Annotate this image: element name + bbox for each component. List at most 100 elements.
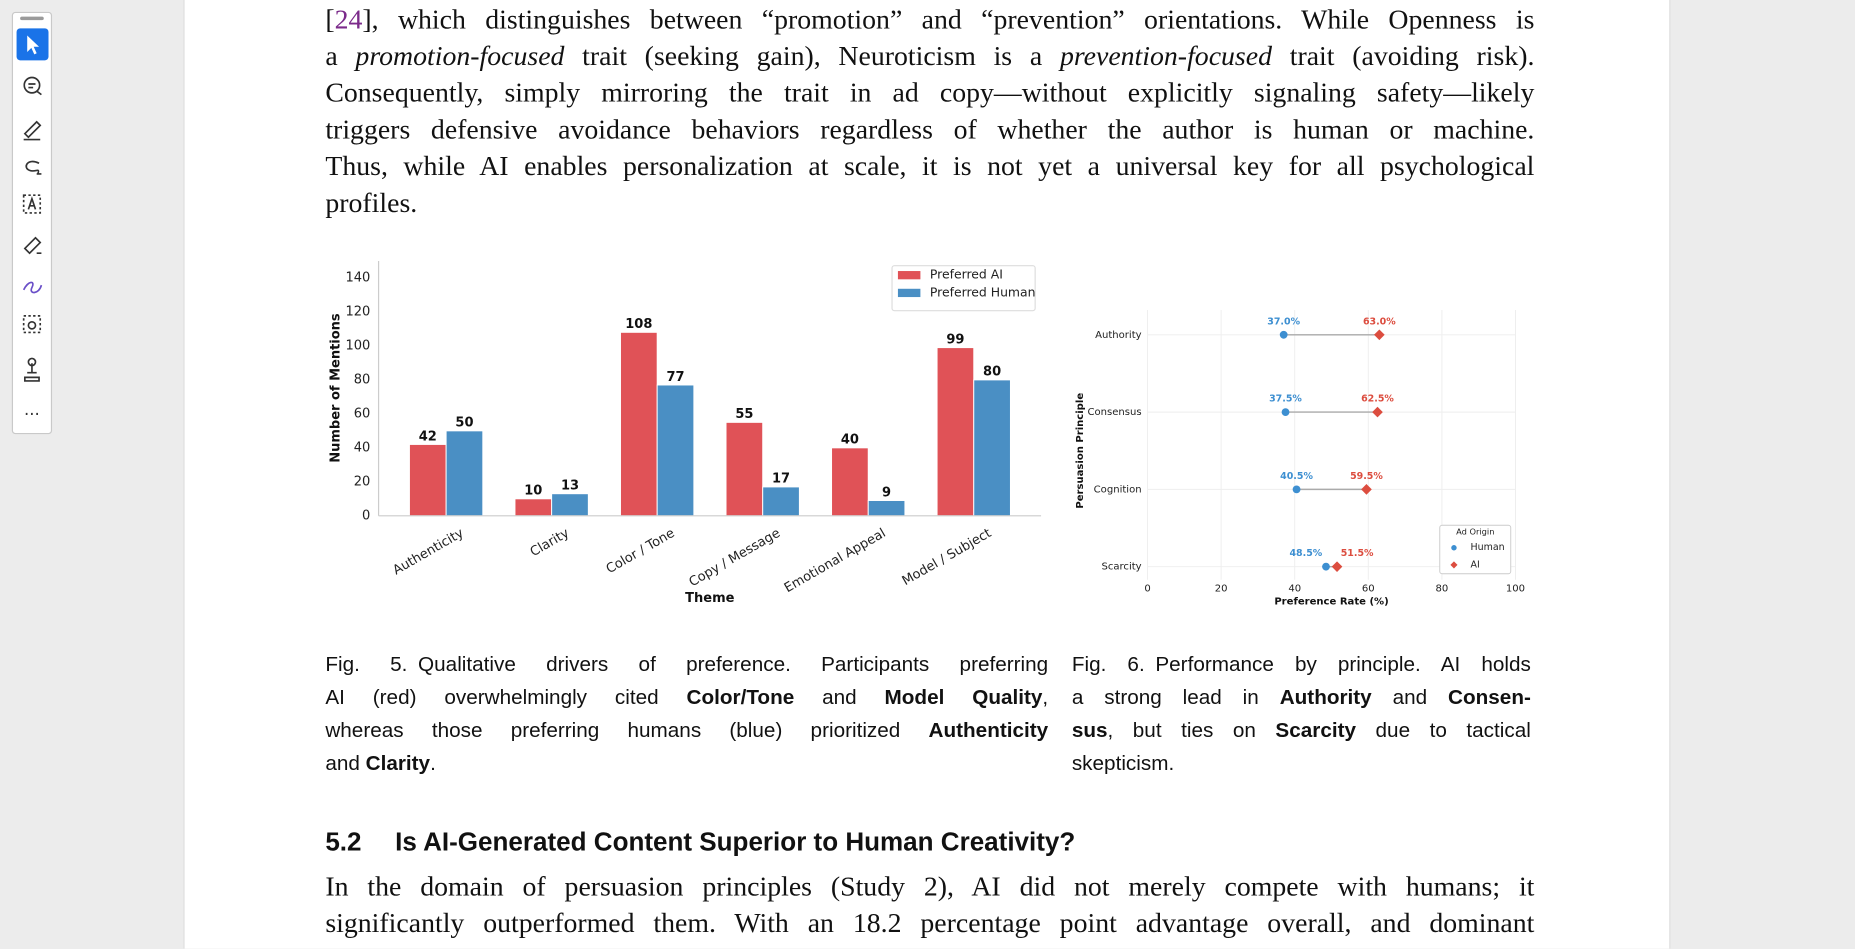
legend-label: Preferred Human bbox=[930, 284, 1036, 299]
emphasis: prevention-focused bbox=[1059, 40, 1272, 72]
value-label: 37.0% bbox=[1267, 316, 1300, 327]
point bbox=[1292, 485, 1301, 494]
toolbar: ··· bbox=[11, 11, 53, 435]
text-line: sus, but ties on Scarcity due to tactica… bbox=[1072, 713, 1531, 746]
paragraph: [24], which distinguishes between “promo… bbox=[325, 2, 1534, 222]
value-label: 50 bbox=[455, 416, 473, 431]
point bbox=[1279, 330, 1288, 339]
text-line: skepticism. bbox=[1072, 746, 1531, 779]
text-run: Fig. 5. bbox=[325, 651, 408, 676]
x-axis-label: Preference Rate (%) bbox=[1274, 597, 1388, 608]
value-label: 42 bbox=[419, 429, 437, 444]
x-tick-label: Clarity bbox=[528, 526, 572, 560]
bold-text: Authority bbox=[1279, 684, 1372, 709]
value-label: 99 bbox=[946, 332, 964, 347]
bar bbox=[973, 379, 1011, 517]
tool-icons[interactable] bbox=[22, 76, 43, 382]
text-run: a bbox=[325, 40, 356, 72]
text-run bbox=[22, 194, 42, 214]
text-run: Consequently, simply mirroring the trait… bbox=[325, 77, 1535, 109]
bar bbox=[867, 500, 906, 517]
y-tick-label: 20 bbox=[354, 474, 371, 489]
text-line: AI (red) overwhelmingly cited Color/Tone… bbox=[325, 680, 1048, 713]
x-tick-label: Authenticity bbox=[391, 526, 467, 579]
text-line: Fig. 5. Qualitative drivers of preference… bbox=[325, 647, 1048, 680]
x-tick-label: 100 bbox=[1506, 584, 1525, 595]
text-run bbox=[27, 320, 37, 330]
text-run: trait (seeking gain), Neuroticism is a bbox=[564, 40, 1060, 72]
value-label: 40 bbox=[841, 433, 859, 448]
more-button[interactable]: ··· bbox=[24, 405, 40, 425]
point bbox=[1374, 329, 1385, 341]
value-label: 108 bbox=[625, 317, 652, 332]
text-run: . bbox=[430, 751, 436, 775]
value-label: 40.5% bbox=[1280, 471, 1313, 482]
bar-chart: 0 20 40 60 80 100 120 140 42 50 Authenticity 10 13 Cl… bbox=[328, 260, 1042, 606]
text-run: and bbox=[325, 751, 366, 775]
section-title: Is AI-Generated Content Superior to Huma… bbox=[395, 826, 1076, 857]
text-run: [ bbox=[325, 4, 335, 35]
text-run: profiles. bbox=[325, 187, 418, 219]
bar bbox=[656, 384, 695, 517]
y-tick-label: Consensus bbox=[1087, 407, 1141, 418]
paragraph: In the domain of persuasion principles (… bbox=[325, 869, 1534, 942]
x-tick-label: Emotional Appeal bbox=[782, 526, 889, 596]
x-tick-label: Color / Tone bbox=[604, 526, 678, 577]
bar bbox=[514, 498, 553, 517]
bar bbox=[551, 493, 589, 517]
text-run: whereas those preferring humans (blue) p… bbox=[325, 718, 929, 742]
x-tick-label: 40 bbox=[1288, 584, 1301, 595]
bar bbox=[936, 347, 975, 517]
text-line: Fig. 6. Performance by principle. AI hold… bbox=[1072, 647, 1531, 680]
y-tick-label: 0 bbox=[362, 508, 370, 523]
value-label: 59.5% bbox=[1350, 471, 1383, 482]
bold-text: Color/Tone bbox=[686, 684, 795, 709]
point bbox=[1331, 561, 1343, 572]
text-run bbox=[22, 281, 43, 294]
value-label: 55 bbox=[735, 407, 753, 422]
text-run: and bbox=[1371, 684, 1449, 709]
text-line: In the domain of persuasion principles (… bbox=[325, 871, 1535, 903]
bold-text: Clarity bbox=[365, 751, 431, 775]
text-run: Thus, while AI enables personalization a… bbox=[325, 150, 1535, 182]
legend-label: AI bbox=[1471, 559, 1480, 570]
text-run: triggers defensive avoidance behaviors r… bbox=[325, 114, 1535, 145]
text-run bbox=[27, 357, 37, 367]
text-run: trait (avoiding risk). bbox=[1271, 40, 1535, 72]
section-heading: 5.2 Is AI-Generated Content Superior to H… bbox=[325, 825, 1075, 860]
point bbox=[1322, 562, 1330, 571]
y-tick-label: Cognition bbox=[1094, 484, 1142, 495]
y-tick-label: Authority bbox=[1095, 330, 1142, 341]
y-tick-label: 120 bbox=[345, 304, 370, 319]
value-label: 37.5% bbox=[1269, 394, 1302, 405]
text-run bbox=[23, 76, 41, 94]
text-run bbox=[25, 160, 42, 175]
y-axis-label: Number of Mentions bbox=[328, 313, 343, 463]
text-run: skepticism. bbox=[1071, 751, 1175, 775]
text-line: profiles. bbox=[325, 185, 1534, 222]
legend-box bbox=[891, 265, 1036, 312]
cursor-icon bbox=[27, 35, 40, 55]
section-number: 5.2 bbox=[325, 826, 362, 857]
legend-box bbox=[1439, 524, 1512, 575]
value-label: 13 bbox=[561, 479, 579, 494]
value-label: 10 bbox=[524, 484, 542, 499]
legend-marker bbox=[1451, 545, 1457, 551]
x-tick-label: 20 bbox=[1215, 584, 1228, 595]
value-label: 17 bbox=[772, 472, 790, 487]
value-label: 63.0% bbox=[1363, 316, 1396, 327]
citation-link[interactable]: 24 bbox=[334, 4, 363, 35]
drag-handle[interactable] bbox=[20, 16, 44, 21]
legend-title: Ad Origin bbox=[1456, 526, 1494, 536]
text-run bbox=[28, 83, 42, 96]
text-run: Performance by principle. AI holds bbox=[1155, 651, 1531, 676]
y-tick-label: 100 bbox=[345, 338, 370, 353]
text-line: significantly outperformed them. With an… bbox=[325, 907, 1535, 939]
value-label: 80 bbox=[983, 365, 1001, 380]
text-line: a strong lead in Authority and Consen- bbox=[1072, 680, 1531, 713]
text-run: Qualitative drivers of preference. Parti… bbox=[418, 651, 1049, 676]
dumbbell-chart: 0 20 40 60 80 100 Authority 37.0% 63.0% Consensus… bbox=[1075, 309, 1525, 608]
text-run bbox=[23, 120, 42, 141]
bold-text: sus bbox=[1071, 718, 1108, 742]
